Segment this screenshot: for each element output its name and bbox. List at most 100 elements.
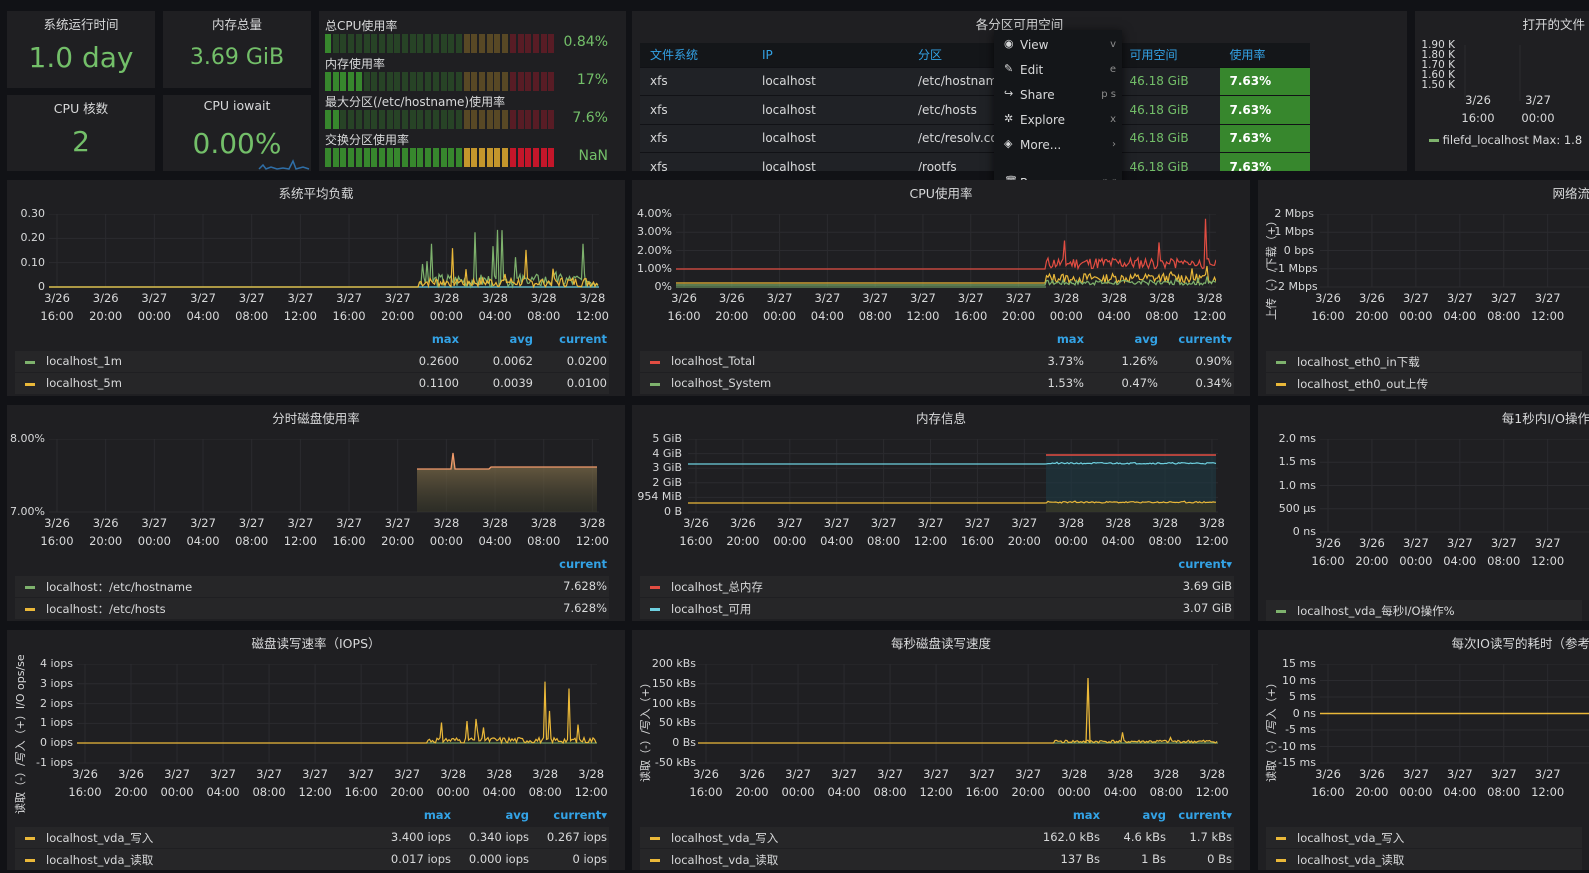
y-tick-label: 50 kBs — [658, 716, 696, 730]
x-tick-date: 3/27 — [1490, 536, 1517, 550]
legend-column-header[interactable]: max — [1056, 332, 1084, 346]
legend-column-header[interactable]: max — [423, 808, 451, 822]
iops-panel[interactable]: 磁盘读写速率（IOPS） 4 iops 3 iops 2 iops 1 iops 0 io… — [7, 630, 625, 870]
menu-item-edit[interactable]: ✎ Edit e — [994, 59, 1122, 81]
legend-row[interactable]: localhost_System 1.53% 0.47% 0.34% — [640, 373, 1234, 394]
legend-row[interactable]: localhost_vda_读取 137 Bs 1 Bs 0 Bs — [640, 849, 1234, 870]
gauge-segment — [525, 34, 532, 53]
gauge-segment — [348, 72, 355, 91]
io-time-panel[interactable]: 每1秒内I/O操作 2.0 ms 1.5 ms 1.0 ms 500 µs 0 ns 3/2… — [1258, 405, 1589, 621]
legend-row[interactable]: localhost_可用 3.07 GiB — [640, 598, 1234, 619]
x-tick-date: 3/27 — [785, 767, 811, 781]
legend-row[interactable]: localhost_Total 3.73% 1.26% 0.90% — [640, 351, 1234, 372]
gauge-segment — [340, 72, 347, 91]
y-tick-label: 1.00% — [637, 261, 672, 275]
mount-cell: /etc/resolv.conf — [908, 123, 1010, 153]
x-tick-time: 00:00 — [1399, 309, 1433, 323]
x-tick-label: 3/28 04:00 — [477, 765, 521, 801]
legend-row[interactable]: localhost_vda_写入 162.0 kBs 4.6 kBs 1.7 kBs — [640, 827, 1234, 848]
load-panel[interactable]: 系统平均负载 0.30 0.20 0.10 0 3/26 16:00 3/26 20:00 3/2… — [7, 180, 625, 396]
legend-column-header[interactable]: avg — [1142, 808, 1167, 822]
legend-value: 1.7 kBs — [1189, 830, 1233, 844]
x-tick-time: 20:00 — [1007, 534, 1041, 548]
x-tick-label: 3/27 00:00 — [776, 765, 820, 801]
disk-usage-panel[interactable]: 分时磁盘使用率 8.00% 7.00% 3/26 16:00 3/26 20:00 3/27 0… — [7, 405, 625, 621]
legend-row[interactable]: localhost：/etc/hostname 7.628% — [15, 576, 609, 597]
x-tick-date: 3/27 — [238, 291, 265, 305]
x-tick-label: 3/28 00:00 — [1044, 289, 1088, 325]
uptime-panel[interactable]: 系统运行时间 1.0 day — [7, 11, 155, 88]
cpu-iowait-panel[interactable]: CPU iowait 0.00% — [163, 95, 311, 171]
io-latency-panel[interactable]: 每次IO读写的耗时（参考 15 ms 10 ms 5 ms 0 ns -5 ms -10 m… — [1258, 630, 1589, 870]
y-tick-label: 3 GiB — [652, 461, 682, 475]
x-tick-label: 3/28 12:00 — [1190, 765, 1234, 801]
memory-info-panel[interactable]: 内存信息 5 GiB 4 GiB 3 GiB 2 GiB 954 MiB 0 B 3/26 16… — [632, 405, 1250, 621]
legend-column-header[interactable]: current — [559, 557, 607, 571]
legend-column-header[interactable]: max — [431, 332, 459, 346]
legend-column-header[interactable]: current — [559, 332, 607, 346]
x-tick-date: 3/28 — [482, 516, 508, 530]
legend-value: 0.47% — [1121, 376, 1158, 390]
gauge-segment — [325, 72, 331, 91]
menu-item-share[interactable]: ↪ Share p s — [994, 84, 1122, 106]
x-tick-date: 3/28 — [530, 516, 557, 530]
gauge-segment — [386, 72, 393, 91]
memory-total-panel[interactable]: 内存总量 3.69 GiB — [163, 11, 311, 88]
legend-swatch — [25, 361, 35, 364]
legend-row[interactable]: localhost_1m 0.2600 0.0062 0.0200 — [15, 351, 609, 372]
x-tick-label: 3/27 00:00 — [155, 765, 199, 801]
fs-cell: xfs — [640, 152, 752, 171]
gauge-segment — [402, 148, 408, 167]
gauges-panel[interactable]: 总CPU使用率 0.84% 内存使用率 17% 最大分区(/etc/hostname)使… — [319, 11, 626, 171]
legend-row[interactable]: localhost_vda_写入 — [1266, 827, 1582, 848]
open-files-panel[interactable]: 打开的文件 1.90 K 1.80 K 1.70 K 1.60 K 1.50 K 3/2… — [1415, 11, 1589, 171]
gauge-value: NaN — [578, 148, 608, 164]
legend-row[interactable]: localhost_总内存 3.69 GiB — [640, 576, 1234, 597]
cpu-cores-value: 2 — [72, 125, 90, 158]
column-header[interactable]: 使用率 — [1219, 43, 1310, 67]
network-panel[interactable]: 网络流 2 Mbps 1 Mbps 0 bps -1 Mbps -2 Mbps 上传（-）/… — [1258, 180, 1589, 396]
menu-item-more[interactable]: ◈ More... › — [994, 134, 1122, 156]
column-header[interactable]: 可用空间 — [1119, 43, 1220, 67]
panel-title: 内存信息 — [915, 411, 966, 426]
disk-speed-panel[interactable]: 每秒磁盘读写速度 200 kBs 150 kBs 100 kBs 50 kBs 0 Bs -… — [632, 630, 1250, 870]
gauge-segment — [378, 110, 385, 129]
legend-row[interactable]: localhost_vda_每秒I/O操作% — [1266, 600, 1582, 621]
column-header[interactable]: 文件系统 — [640, 43, 752, 67]
legend-column-header[interactable]: current▾ — [1178, 808, 1232, 822]
legend-column-header[interactable]: current▾ — [1178, 557, 1232, 571]
x-tick-time: 16:00 — [344, 785, 378, 799]
series-line — [688, 500, 1217, 504]
legend-row[interactable]: localhost_eth0_in下载 — [1266, 351, 1582, 372]
menu-item-explore[interactable]: ✲ Explore x — [994, 109, 1122, 131]
legend-row[interactable]: localhost_vda_读取 — [1266, 849, 1582, 870]
cpu-cores-panel[interactable]: CPU 核数 2 — [7, 95, 155, 171]
gauge-segment — [348, 110, 355, 129]
legend-column-header[interactable]: max — [1072, 808, 1100, 822]
gauge-segment — [371, 72, 378, 91]
y-tick-label: 1.80 K — [1421, 49, 1455, 61]
y-tick-label: 1.70 K — [1421, 59, 1455, 71]
x-tick-time: 16:00 — [679, 534, 713, 548]
legend-column-header[interactable]: avg — [505, 808, 530, 822]
legend-row[interactable]: localhost_eth0_out上传 — [1266, 373, 1582, 394]
legend-row[interactable]: localhost：/etc/hosts 7.628% — [15, 598, 609, 619]
legend-column-header[interactable]: avg — [1134, 332, 1159, 346]
x-tick-label: 3/26 16:00 — [684, 765, 728, 801]
legend-row[interactable]: localhost_vda_写入 3.400 iops 0.340 iops 0.26… — [15, 827, 609, 848]
legend-row[interactable]: localhost_vda_读取 0.017 iops 0.000 iops 0 io… — [15, 849, 609, 870]
legend-row[interactable]: localhost_5m 0.1100 0.0039 0.0100 — [15, 373, 609, 394]
legend-column-header[interactable]: current▾ — [1178, 332, 1232, 346]
x-tick-label: 3/27 16:00 — [339, 765, 383, 801]
menu-item-view[interactable]: ◉ View v — [994, 34, 1122, 56]
x-tick-date: 3/27 — [287, 291, 314, 305]
legend-value: 137 Bs — [1060, 852, 1101, 866]
legend-swatch — [25, 608, 35, 611]
column-header[interactable]: 分区 — [908, 43, 1010, 67]
gauge-segment — [378, 34, 385, 53]
legend-value: 0.2600 — [418, 354, 459, 368]
legend-column-header[interactable]: current▾ — [553, 808, 607, 822]
cpu-usage-panel[interactable]: CPU使用率 4.00% 3.00% 2.00% 1.00% 0% 3/26 16:00 3/2… — [632, 180, 1250, 396]
legend-column-header[interactable]: avg — [509, 332, 534, 346]
column-header[interactable]: IP — [752, 43, 908, 67]
